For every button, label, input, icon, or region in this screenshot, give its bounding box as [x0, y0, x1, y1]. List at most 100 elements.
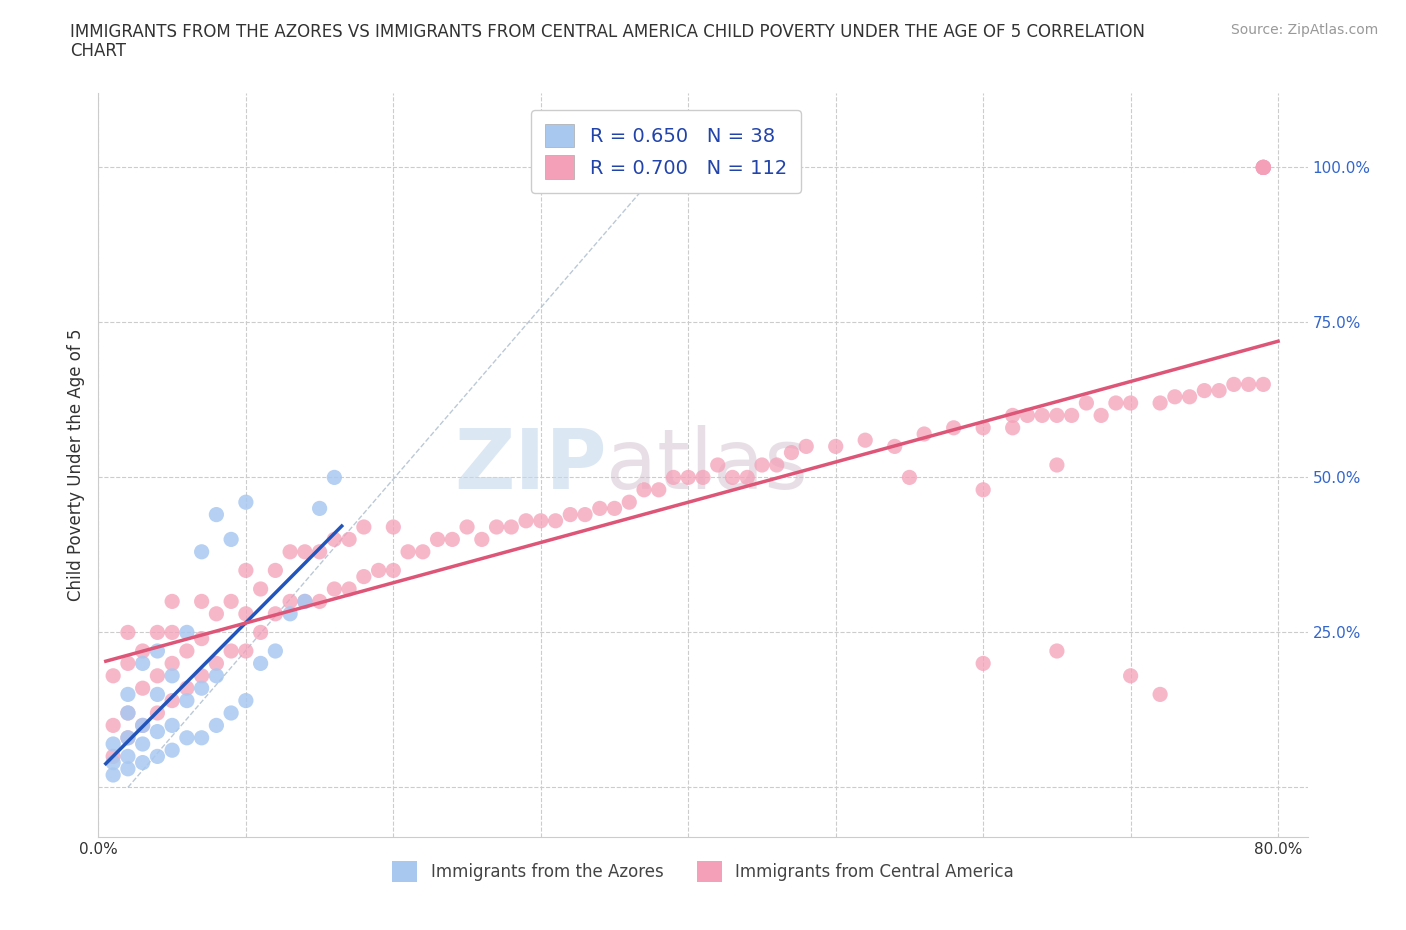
Point	[146, 644, 169, 658]
Point	[412, 544, 434, 559]
Point	[721, 470, 744, 485]
Point	[883, 439, 905, 454]
Point	[205, 656, 228, 671]
Point	[308, 501, 330, 516]
Point	[117, 656, 139, 671]
Point	[1046, 644, 1069, 658]
Point	[294, 544, 316, 559]
Point	[219, 706, 242, 721]
Text: Source: ZipAtlas.com: Source: ZipAtlas.com	[1230, 23, 1378, 37]
Point	[323, 532, 346, 547]
Point	[117, 730, 139, 745]
Point	[264, 606, 287, 621]
Point	[1090, 408, 1112, 423]
Point	[382, 520, 405, 535]
Point	[560, 507, 582, 522]
Point	[1046, 408, 1069, 423]
Point	[146, 706, 169, 721]
Point	[219, 594, 242, 609]
Point	[353, 569, 375, 584]
Text: IMMIGRANTS FROM THE AZORES VS IMMIGRANTS FROM CENTRAL AMERICA CHILD POVERTY UNDE: IMMIGRANTS FROM THE AZORES VS IMMIGRANTS…	[70, 23, 1146, 41]
Point	[1164, 390, 1187, 405]
Point	[249, 625, 271, 640]
Point	[278, 606, 301, 621]
Text: ZIP: ZIP	[454, 424, 606, 506]
Point	[1208, 383, 1230, 398]
Point	[176, 730, 198, 745]
Point	[160, 743, 183, 758]
Point	[824, 439, 846, 454]
Point	[1046, 458, 1069, 472]
Point	[1119, 669, 1142, 684]
Point	[1223, 377, 1246, 392]
Point	[972, 483, 994, 498]
Point	[101, 669, 124, 684]
Point	[765, 458, 787, 472]
Point	[603, 501, 626, 516]
Point	[337, 532, 360, 547]
Point	[1178, 390, 1201, 405]
Point	[692, 470, 714, 485]
Point	[426, 532, 449, 547]
Point	[219, 644, 242, 658]
Point	[190, 631, 212, 646]
Point	[972, 656, 994, 671]
Point	[294, 594, 316, 609]
Point	[160, 718, 183, 733]
Point	[176, 625, 198, 640]
Point	[1253, 160, 1275, 175]
Point	[648, 483, 671, 498]
Point	[308, 594, 330, 609]
Point	[190, 669, 212, 684]
Point	[190, 681, 212, 696]
Point	[1105, 395, 1128, 410]
Point	[235, 644, 257, 658]
Point	[678, 470, 700, 485]
Point	[101, 749, 124, 764]
Point	[1253, 160, 1275, 175]
Point	[337, 581, 360, 596]
Point	[1031, 408, 1053, 423]
Point	[146, 669, 169, 684]
Point	[530, 513, 553, 528]
Point	[942, 420, 965, 435]
Point	[205, 606, 228, 621]
Point	[396, 544, 419, 559]
Point	[1237, 377, 1260, 392]
Point	[912, 427, 935, 442]
Point	[131, 718, 153, 733]
Point	[353, 520, 375, 535]
Point	[264, 644, 287, 658]
Point	[780, 445, 803, 460]
Point	[146, 687, 169, 702]
Point	[633, 483, 655, 498]
Point	[794, 439, 817, 454]
Point	[294, 594, 316, 609]
Point	[205, 669, 228, 684]
Point	[117, 706, 139, 721]
Point	[101, 737, 124, 751]
Text: CHART: CHART	[70, 42, 127, 60]
Point	[190, 730, 212, 745]
Point	[117, 762, 139, 777]
Point	[323, 581, 346, 596]
Point	[249, 581, 271, 596]
Point	[117, 749, 139, 764]
Point	[249, 656, 271, 671]
Point	[1149, 395, 1171, 410]
Point	[131, 718, 153, 733]
Point	[146, 625, 169, 640]
Y-axis label: Child Poverty Under the Age of 5: Child Poverty Under the Age of 5	[66, 328, 84, 602]
Point	[235, 606, 257, 621]
Point	[972, 420, 994, 435]
Point	[160, 669, 183, 684]
Point	[323, 470, 346, 485]
Point	[1194, 383, 1216, 398]
Point	[1253, 377, 1275, 392]
Point	[1119, 395, 1142, 410]
Point	[117, 625, 139, 640]
Point	[160, 656, 183, 671]
Point	[382, 563, 405, 578]
Point	[160, 693, 183, 708]
Point	[117, 706, 139, 721]
